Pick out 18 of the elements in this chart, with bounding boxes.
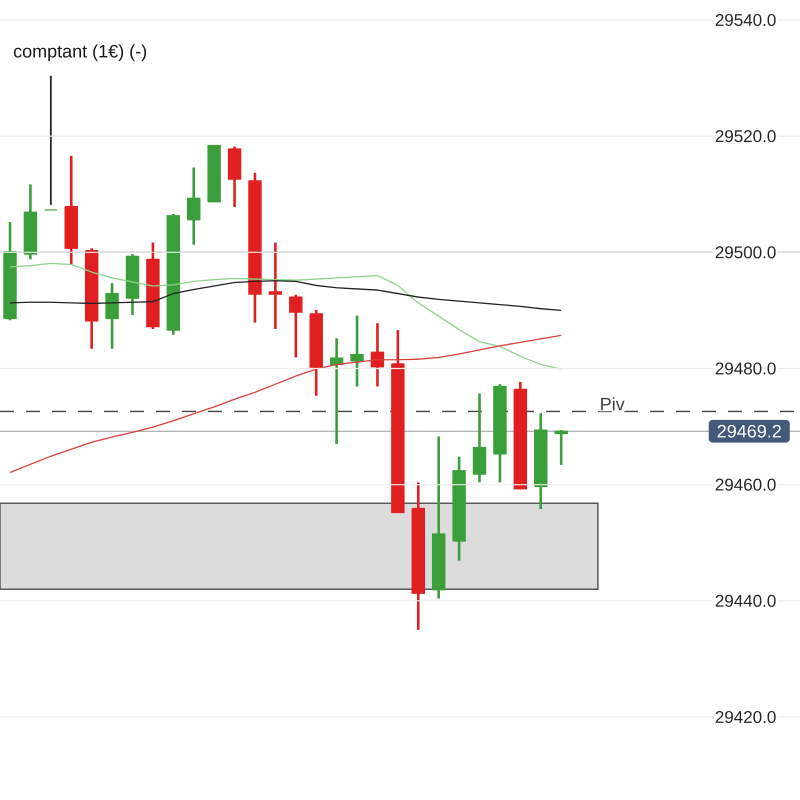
y-tick-label: 29440.0 xyxy=(716,594,776,607)
annotation: comptant (1€) (-) xyxy=(14,44,146,62)
candlestick xyxy=(350,314,364,388)
y-tick-label: 29520.0 xyxy=(716,130,776,142)
y-tick-label: 29480.0 xyxy=(716,362,776,375)
y-tick-label: 29420.0 xyxy=(716,710,776,724)
ref-line-label: 29469.2 xyxy=(718,424,781,438)
candlestick xyxy=(554,428,568,466)
candlestick xyxy=(268,241,282,330)
y-tick-label: 29460.0 xyxy=(716,478,776,491)
line-series xyxy=(9,334,562,474)
candlestick xyxy=(187,166,200,246)
ref-line-label: Piv xyxy=(601,397,625,410)
y-tick-label: 29500.0 xyxy=(716,246,776,258)
y-tick-label: 29540.0 xyxy=(716,14,776,26)
line-series xyxy=(9,262,562,370)
candlestick xyxy=(370,322,384,388)
candlestick xyxy=(289,293,303,359)
